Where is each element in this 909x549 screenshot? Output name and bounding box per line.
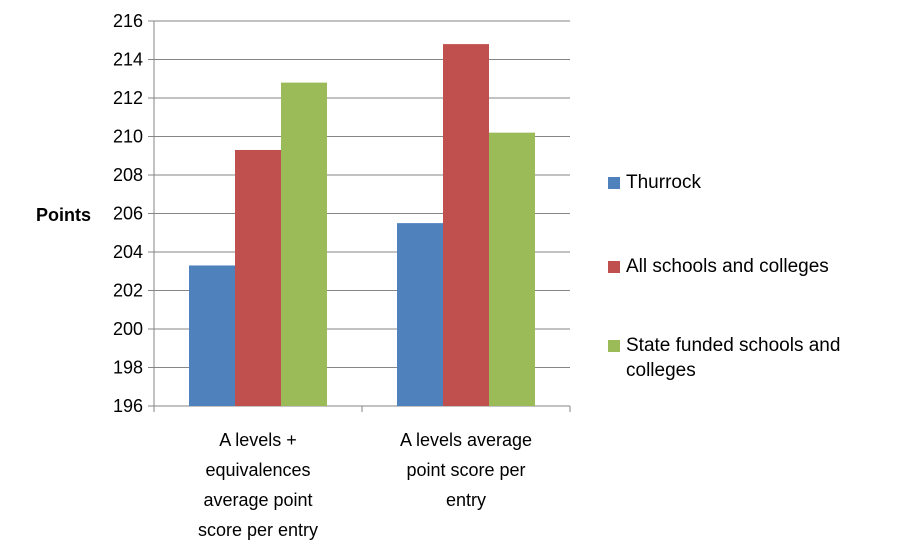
bar-thurrock <box>189 265 235 406</box>
legend-label-all-schools: All schools and colleges <box>626 256 829 277</box>
y-tick-label: 206 <box>113 204 143 224</box>
x-category-label: A levels average point score per entry <box>400 430 532 510</box>
y-tick-label: 216 <box>113 11 143 31</box>
y-tick-label: 196 <box>113 396 143 416</box>
y-tick-label: 210 <box>113 127 143 147</box>
y-tick-label: 212 <box>113 88 143 108</box>
x-category-label-line: A levels average <box>400 430 532 450</box>
legend-label-state-funded: State funded schools and colleges <box>626 333 906 383</box>
y-tick-label: 198 <box>113 358 143 378</box>
bar-state-funded-schools-and-colleges <box>281 82 327 406</box>
x-category-label-line: average point <box>203 490 312 510</box>
y-tick-label: 208 <box>113 165 143 185</box>
x-category-label-line: point score per <box>406 460 525 480</box>
x-category-label: A levels + equivalences average point score… <box>198 430 318 540</box>
legend-swatch-all-schools <box>608 261 620 273</box>
y-axis-label: Points <box>36 205 91 225</box>
legend-label-state-funded-line1: State funded schools and <box>626 335 841 356</box>
legend-label-thurrock: Thurrock <box>626 172 701 193</box>
legend-item-thurrock: Thurrock <box>608 170 906 195</box>
bar-state-funded-schools-and-colleges <box>489 132 535 406</box>
y-tick-label: 200 <box>113 319 143 339</box>
bar-all-schools-and-colleges <box>443 44 489 406</box>
legend-label-state-funded-line2: colleges <box>626 360 696 381</box>
x-category-label-line: score per entry <box>198 520 318 540</box>
bar-all-schools-and-colleges <box>235 149 281 406</box>
legend-swatch-state-funded <box>608 340 620 352</box>
x-category-label-line: equivalences <box>205 460 310 480</box>
bar-thurrock <box>397 223 443 406</box>
legend-item-state-funded: State funded schools and colleges <box>608 333 906 383</box>
x-category-label-line: A levels + <box>219 430 297 450</box>
legend-swatch-thurrock <box>608 177 620 189</box>
y-tick-label: 214 <box>113 50 143 70</box>
y-tick-label: 202 <box>113 281 143 301</box>
x-category-label-line: entry <box>446 490 486 510</box>
legend-item-all-schools: All schools and colleges <box>608 254 906 279</box>
y-tick-label: 204 <box>113 242 143 262</box>
